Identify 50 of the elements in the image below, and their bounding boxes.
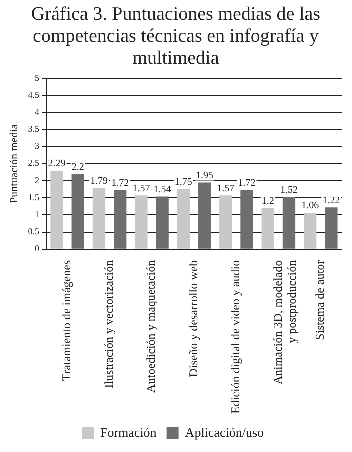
- data-label: 1.57: [132, 183, 150, 194]
- legend-label: Formación: [100, 424, 158, 440]
- bar: [92, 188, 106, 249]
- bar: [135, 196, 148, 249]
- x-tick-label: Diseño y desarrollo web: [186, 260, 200, 378]
- data-label: 1.79: [90, 176, 108, 187]
- data-label: 1.52: [280, 185, 298, 196]
- bar: [262, 208, 274, 249]
- x-tick-label: Animación 3D, modelado y postproducción: [270, 260, 300, 385]
- data-label: 1.72: [112, 178, 130, 190]
- data-label: 2.29: [48, 158, 66, 170]
- chart-title: Gráfica 3. Puntuaciones medias de las competencias técnicas en infografía y multimedia: [30, 4, 322, 70]
- data-label: 1.95: [196, 170, 214, 182]
- data-label: 1.22: [322, 195, 340, 206]
- y-tick-label: 4: [34, 106, 40, 117]
- x-tick-label: Ilustración y vectorización: [102, 260, 116, 388]
- bar: [240, 190, 254, 249]
- data-label: 1.72: [238, 178, 256, 190]
- y-tick-label: 3.5: [28, 124, 40, 134]
- y-tick-label: 4.5: [28, 90, 40, 100]
- bar: [114, 190, 127, 249]
- y-tick-label: 0.5: [28, 226, 40, 237]
- y-tick-label: 3: [34, 141, 40, 152]
- x-tick-label: Sistema de autor: [313, 260, 328, 340]
- bar: [50, 171, 64, 249]
- bar: [198, 182, 212, 249]
- bar: [177, 190, 190, 249]
- y-tick-label: 5: [34, 72, 40, 83]
- x-tick-label: Edición digital de video y audio: [228, 260, 243, 414]
- y-tick-label: 0: [34, 244, 40, 254]
- data-label: 1.75: [174, 177, 192, 188]
- bar: [156, 196, 169, 249]
- bar: [220, 196, 232, 249]
- data-label: 1.54: [154, 184, 172, 196]
- legend-label: Aplicación/uso: [185, 424, 264, 440]
- y-tick-label: 2.5: [28, 158, 40, 168]
- y-tick-label: 1.5: [28, 192, 40, 202]
- bar: [325, 208, 338, 249]
- bar: [72, 174, 84, 249]
- bar: [304, 213, 317, 249]
- x-tick-label: Autoedición y maquetación: [144, 260, 158, 394]
- data-label: 1.57: [217, 183, 235, 194]
- y-axis-title: Puntuación media: [8, 124, 20, 204]
- y-tick-label: 2: [34, 175, 40, 186]
- data-label: 1.06: [302, 200, 320, 212]
- bar: [282, 197, 296, 249]
- data-label: 2.2: [72, 162, 84, 173]
- data-label: 1.2: [262, 196, 274, 207]
- x-tick-label: Tratamiento de imágenes: [60, 260, 74, 382]
- y-tick-label: 1: [34, 210, 40, 220]
